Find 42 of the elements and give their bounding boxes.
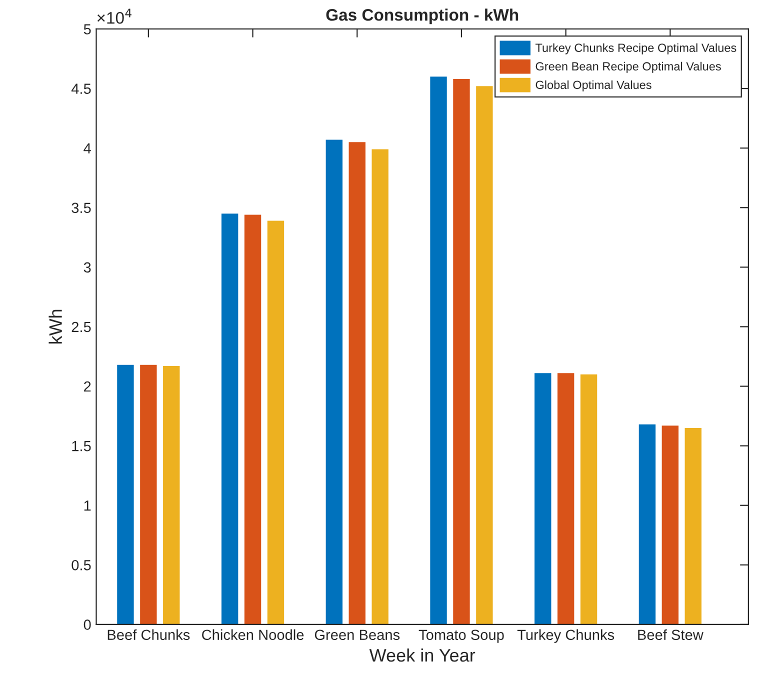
y-tick-label: 0 <box>84 620 91 630</box>
bar <box>684 428 702 624</box>
y-tick-label: 1.5 <box>72 441 91 452</box>
bar <box>140 364 157 624</box>
y-tick-label: 3 <box>84 262 91 273</box>
y-tick-label: 2 <box>84 381 91 392</box>
x-axis-title: Week in Year <box>369 648 476 662</box>
bar <box>534 373 552 624</box>
bar <box>662 426 679 624</box>
x-tick-label: Turkey Chunks <box>517 629 614 643</box>
bar <box>326 140 343 624</box>
bar <box>267 220 284 624</box>
y-tick-label: 1 <box>84 500 91 511</box>
bar <box>221 214 238 624</box>
y-tick-label: 5 <box>84 24 91 34</box>
bar <box>348 142 366 624</box>
y-tick-label: 2.5 <box>72 322 91 332</box>
x-tick-label: Tomato Soup <box>418 630 504 643</box>
bar <box>372 149 388 624</box>
text: ×10$^{4}$ <box>97 8 132 24</box>
y-tick-label: 4.5 <box>71 84 91 94</box>
legend-label: Global Optimal Values <box>536 80 652 92</box>
x-tick-label: Beef Chunks <box>108 629 190 640</box>
bar <box>244 214 262 624</box>
bar <box>557 373 574 624</box>
bar <box>430 76 447 624</box>
x-tick-label: Green Beans <box>314 630 400 640</box>
bar <box>453 79 470 624</box>
y-axis-title: kWh <box>48 310 62 344</box>
bar <box>638 424 656 624</box>
bar <box>163 366 180 624</box>
x-tick-label: Chicken Noodle <box>202 629 304 640</box>
legend-label: Turkey Chunks Recipe Optimal Values <box>535 43 736 54</box>
x-tick-label: Beef Stew <box>638 629 704 640</box>
y-tick-label: 3.5 <box>72 202 91 214</box>
bar <box>117 364 134 624</box>
bar <box>476 86 493 624</box>
bar <box>580 374 598 624</box>
chart-title: Gas Consumption - kWh <box>326 8 518 24</box>
y-tick-label: 4 <box>84 143 91 154</box>
legend-label: Green Bean Recipe Optimal Values <box>536 62 721 73</box>
y-tick-label: 0.5 <box>72 560 91 570</box>
